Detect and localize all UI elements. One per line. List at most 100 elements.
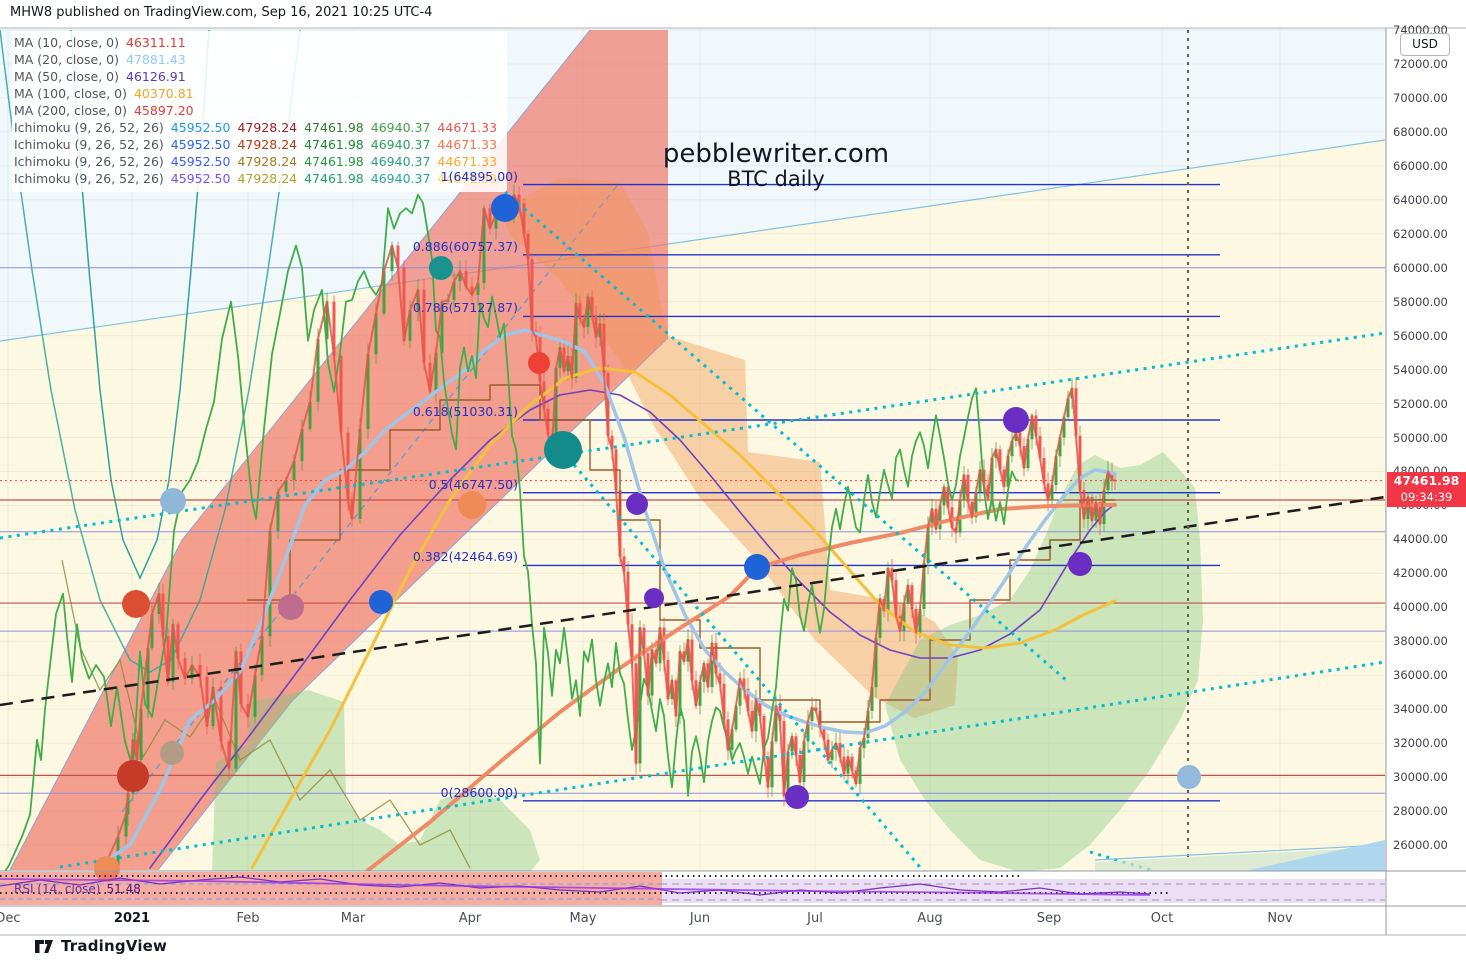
marker-circle[interactable] — [160, 488, 186, 514]
price-tick: 42000.00 — [1393, 566, 1448, 581]
horizontal-level-lines[interactable] — [0, 267, 1385, 794]
last-price-value: 47461.98 — [1393, 473, 1460, 488]
legend-row[interactable]: MA (50, close, 0) 46126.91 — [14, 68, 497, 85]
marker-circle[interactable] — [117, 760, 149, 792]
time-tick: 2021 — [113, 911, 151, 926]
marker-circle[interactable] — [1177, 765, 1201, 789]
price-tick: 30000.00 — [1393, 770, 1448, 785]
legend-value: 44671.33 — [437, 171, 498, 186]
legend-row-label: MA (20, close, 0) — [14, 52, 120, 67]
fib-label: 0.786(57127.87) — [412, 300, 518, 316]
legend-value: 47928.24 — [237, 154, 298, 169]
price-tick: 64000.00 — [1393, 192, 1448, 207]
price-tick: 34000.00 — [1393, 702, 1448, 717]
legend-value: 45952.50 — [170, 137, 231, 152]
time-tick: Apr — [458, 911, 482, 926]
legend-value: 45952.50 — [170, 171, 231, 186]
legend-row[interactable]: MA (10, close, 0) 46311.11 — [14, 34, 497, 51]
price-tick: 28000.00 — [1393, 804, 1448, 819]
legend-value: 46940.37 — [370, 137, 431, 152]
time-tick: Mar — [340, 911, 366, 926]
marker-circle[interactable] — [278, 594, 304, 620]
legend-row[interactable]: MA (20, close, 0) 47881.43 — [14, 51, 497, 68]
legend-row[interactable]: Ichimoku (9, 26, 52, 26) 45952.50 47928.24… — [14, 119, 497, 136]
fib-label: 0.382(42464.69) — [412, 549, 518, 565]
legend-row[interactable]: Ichimoku (9, 26, 52, 26) 45952.50 47928.24… — [14, 153, 497, 170]
legend-value: 46940.37 — [370, 171, 431, 186]
marker-circle[interactable] — [644, 588, 664, 608]
fib-label: 0.618(51030.31) — [412, 404, 518, 419]
marker-circle[interactable] — [528, 352, 550, 374]
legend-row[interactable]: Ichimoku (9, 26, 52, 26) 45952.50 47928.24… — [14, 136, 497, 153]
price-tick: 40000.00 — [1393, 600, 1448, 615]
currency-badge[interactable]: USD — [1400, 33, 1450, 56]
price-tick: 52000.00 — [1393, 396, 1448, 411]
marker-circle[interactable] — [544, 431, 582, 469]
legend-row[interactable]: MA (200, close, 0) 45897.20 — [14, 102, 497, 119]
time-tick: Jun — [689, 911, 711, 926]
rsi-label: RSI (14, close) — [14, 882, 101, 896]
time-tick: Sep — [1036, 911, 1062, 926]
marker-circle[interactable] — [369, 590, 393, 614]
legend-value: 47461.98 — [304, 154, 364, 169]
last-price-label: 47461.98 09:34:39 — [1387, 472, 1466, 507]
tradingview-logo[interactable]: TradingView — [34, 936, 167, 956]
legend-row-label: MA (10, close, 0) — [14, 35, 120, 50]
legend-value: 46126.91 — [126, 69, 186, 84]
legend-row[interactable]: Ichimoku (9, 26, 52, 26) 45952.50 47928.24… — [14, 170, 497, 187]
legend-value: 40370.81 — [133, 86, 194, 101]
price-tick: 68000.00 — [1393, 124, 1448, 139]
legend-value: 47928.24 — [237, 120, 298, 135]
marker-circle[interactable] — [458, 491, 486, 519]
time-tick: Oct — [1150, 911, 1174, 926]
price-tick: 36000.00 — [1393, 668, 1448, 683]
price-tick: 60000.00 — [1393, 260, 1448, 275]
legend-value: 45952.50 — [170, 120, 231, 135]
time-tick: Dec — [0, 911, 21, 926]
legend-value: 44671.33 — [437, 154, 498, 169]
price-tick: 56000.00 — [1393, 328, 1448, 343]
marker-circle[interactable] — [491, 194, 519, 222]
marker-circle[interactable] — [122, 590, 150, 618]
price-tick: 26000.00 — [1393, 838, 1448, 852]
legend-row[interactable]: MA (100, close, 0) 40370.81 — [14, 85, 497, 102]
marker-circle[interactable] — [626, 493, 648, 515]
legend-value: 46940.37 — [370, 154, 431, 169]
tradingview-logo-text: TradingView — [61, 937, 168, 955]
time-tick: Aug — [917, 911, 943, 926]
tradingview-logo-icon — [35, 940, 53, 953]
watermark-symbol: BTC daily — [727, 167, 825, 191]
legend-row-label: MA (50, close, 0) — [14, 69, 120, 84]
legend-value: 45897.20 — [133, 103, 194, 118]
trendline-drawings[interactable] — [0, 30, 1386, 873]
legend-row-label: Ichimoku (9, 26, 52, 26) — [14, 171, 164, 186]
fib-label: 1(64895.00) — [440, 168, 518, 184]
time-tick: Feb — [236, 911, 260, 926]
indicator-legend[interactable]: MA (10, close, 0) 46311.11 MA (20, close, … — [12, 31, 508, 192]
marker-circle[interactable] — [429, 256, 453, 280]
marker-circle[interactable] — [1003, 407, 1029, 433]
marker-circle[interactable] — [1068, 552, 1092, 576]
watermark-site: pebblewriter.com — [662, 139, 890, 169]
price-tick: 62000.00 — [1393, 226, 1448, 241]
price-tick: 70000.00 — [1393, 90, 1448, 105]
price-tick: 66000.00 — [1393, 158, 1448, 173]
rsi-pane[interactable] — [0, 872, 1385, 905]
legend-row-label: MA (200, close, 0) — [14, 103, 127, 118]
marker-circle[interactable] — [785, 785, 809, 809]
time-tick: Nov — [1267, 911, 1293, 926]
legend-value: 47461.98 — [304, 171, 364, 186]
time-tick: May — [569, 911, 597, 926]
price-tick: 58000.00 — [1393, 294, 1448, 309]
marker-circle[interactable] — [744, 554, 770, 580]
publish-header: MHW8 published on TradingView.com, Sep 1… — [10, 5, 433, 20]
rsi-legend[interactable]: RSI (14, close) 51.48 — [14, 882, 141, 896]
legend-row-label: Ichimoku (9, 26, 52, 26) — [14, 120, 164, 135]
rsi-value: 51.48 — [106, 882, 141, 896]
legend-value: 44671.33 — [437, 137, 498, 152]
marker-circle[interactable] — [160, 741, 184, 765]
fib-label: 0(28600.00) — [440, 784, 518, 800]
legend-value: 46940.37 — [370, 120, 431, 135]
legend-value: 47928.24 — [237, 171, 298, 186]
